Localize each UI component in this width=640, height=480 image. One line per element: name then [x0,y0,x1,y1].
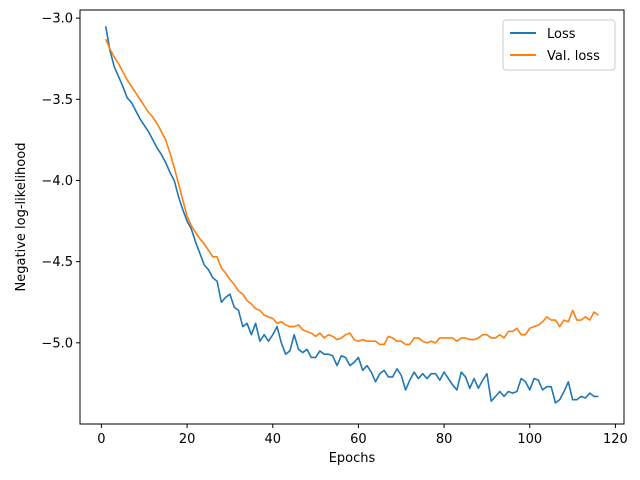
x-tick-label: 120 [603,432,628,447]
series-layer [104,26,599,404]
series-line-val-loss [104,38,599,346]
axes-frame [79,9,625,425]
y-axis-ticks: −5.0 −4.5 −4.0 −3.5 −3.0 [41,12,80,351]
axes-background [80,10,624,424]
y-tick-label: −3.5 [41,93,73,108]
y-tick-label: −3.0 [41,12,73,27]
x-tick-label: 40 [264,432,281,447]
x-tick-label: 20 [179,432,196,447]
plot-area [80,10,624,424]
x-tick-label: 60 [350,432,367,447]
y-tick-label: −4.5 [41,255,73,270]
x-tick-label: 80 [436,432,453,447]
x-tick-label: 0 [97,432,105,447]
x-axis-ticks: 0 20 40 60 80 100 120 [97,424,628,447]
x-tick-label: 100 [517,432,542,447]
legend-label-loss: Loss [547,27,576,42]
y-tick-label: −4.0 [41,174,73,189]
legend: Loss Val. loss [502,19,616,71]
series-line-loss [104,26,599,404]
legend-label-val-loss: Val. loss [547,49,600,64]
y-axis-label: Negative log-likelihood [14,143,29,292]
axes-border [79,9,625,425]
x-axis-label: Epochs [329,451,376,466]
y-tick-label: −5.0 [41,336,73,351]
